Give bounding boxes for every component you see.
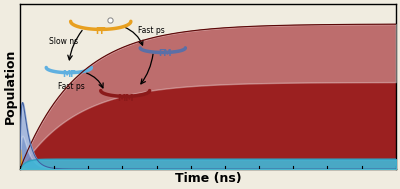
Y-axis label: Population: Population (4, 49, 17, 124)
X-axis label: Time (ns): Time (ns) (174, 172, 241, 185)
